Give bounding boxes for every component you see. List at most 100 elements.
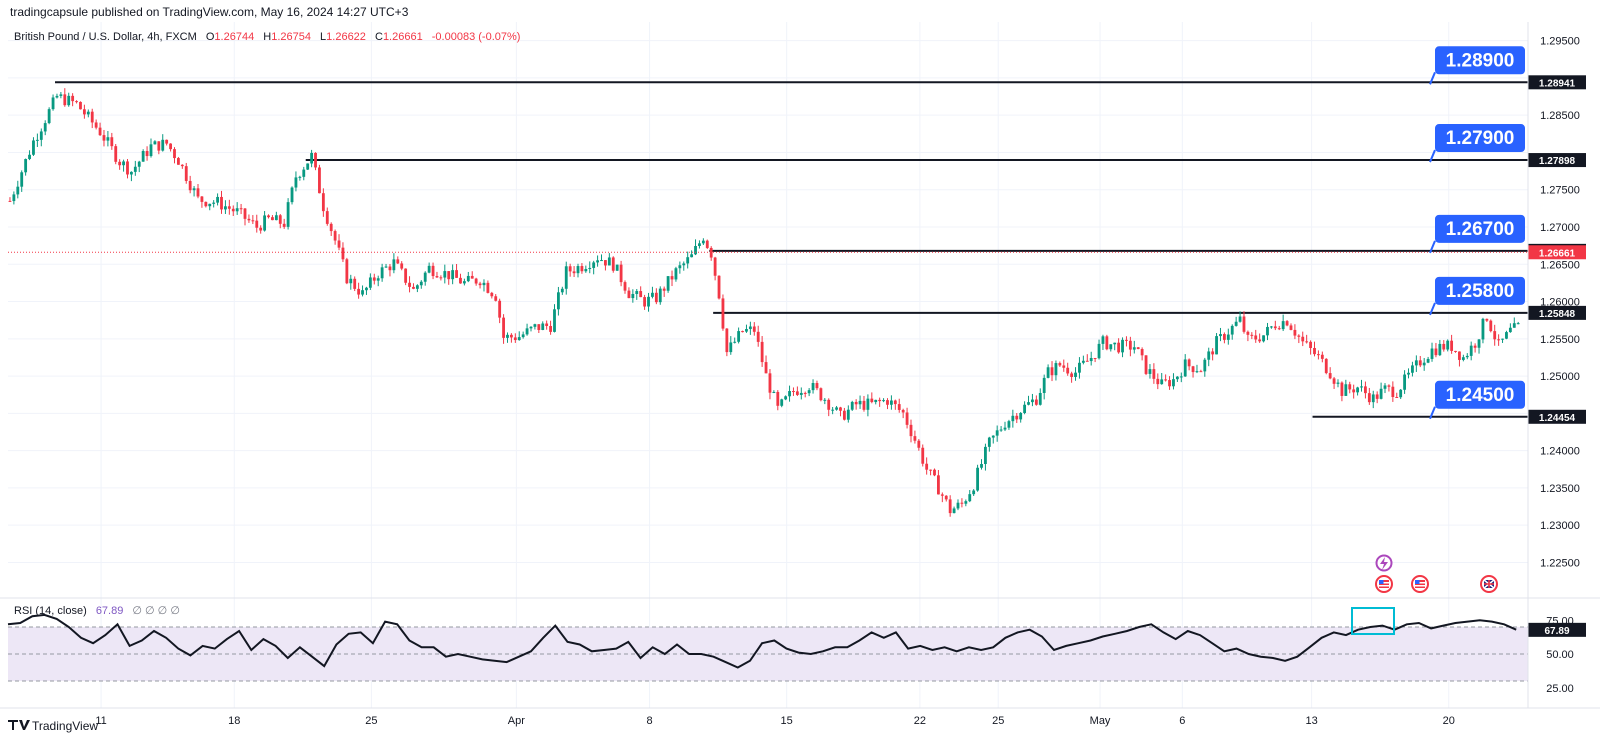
candle-body: [157, 141, 161, 151]
candle-body: [1367, 393, 1371, 403]
time-axis-label: Apr: [508, 715, 525, 727]
candle-body: [674, 268, 678, 280]
candle-body: [807, 390, 811, 394]
candle-body: [1242, 316, 1246, 332]
candle-body: [1215, 336, 1218, 355]
candle-body: [513, 337, 517, 341]
candle-body: [619, 264, 623, 283]
candle-body: [55, 95, 59, 98]
candle-body: [607, 257, 611, 266]
candle-body: [90, 111, 94, 123]
candle-body: [1399, 389, 1403, 398]
candle-body: [709, 247, 713, 258]
candle-body: [1136, 347, 1140, 350]
candle-body: [811, 383, 815, 391]
candle-body: [576, 266, 580, 274]
candle-body: [1473, 345, 1477, 348]
candle-body: [1074, 372, 1077, 377]
us-flag-icon[interactable]: [1375, 575, 1393, 593]
lightning-event-icon[interactable]: [1375, 554, 1393, 572]
candle-body: [282, 223, 286, 227]
symbol-title: British Pound / U.S. Dollar, 4h, FXCM: [14, 31, 197, 43]
candle-body: [419, 281, 423, 286]
candle-body: [1058, 363, 1062, 366]
candle-body: [1505, 332, 1508, 339]
candle-body: [173, 149, 176, 159]
candle-body: [662, 288, 666, 291]
callout-label: 1.25800: [1446, 281, 1515, 302]
callout-pointer: [1429, 71, 1436, 85]
current-price-box: [1528, 245, 1586, 260]
candle-body: [455, 270, 458, 278]
price-tag-box: [1528, 153, 1586, 168]
candle-body: [748, 326, 752, 330]
us-flag-icon[interactable]: [1411, 575, 1429, 593]
candle-body: [1211, 351, 1215, 355]
callout-pointer: [1429, 240, 1436, 254]
candle-body: [368, 277, 372, 288]
level-callout: 1.24500: [1429, 380, 1525, 420]
candle-body: [1477, 339, 1481, 348]
price-tag-box: [1528, 75, 1586, 90]
candle-body: [1238, 316, 1242, 322]
candle-body: [764, 362, 768, 374]
time-axis-label: 25: [992, 715, 1004, 727]
candle-body: [1207, 351, 1211, 360]
candle-body: [498, 300, 502, 318]
candle-body: [827, 399, 831, 410]
candle-body: [239, 208, 243, 210]
candle-body: [553, 309, 556, 332]
candle-body: [423, 272, 427, 282]
candle-body: [952, 508, 956, 514]
candle-body: [294, 177, 298, 188]
candle-body: [1152, 369, 1156, 379]
candle-body: [427, 265, 431, 273]
candle-body: [760, 341, 764, 363]
candle-body: [580, 266, 584, 272]
candle-body: [1469, 345, 1473, 356]
candle-body: [227, 206, 231, 209]
candle-body: [361, 290, 364, 295]
candle-body: [819, 388, 823, 401]
candle-body: [1062, 365, 1066, 368]
candle-body: [842, 410, 846, 420]
candle-body: [1317, 354, 1320, 356]
candle-body: [1027, 402, 1030, 405]
candle-body: [1446, 340, 1450, 350]
candle-body: [1501, 338, 1504, 340]
candle-body: [474, 278, 478, 284]
candle-body: [984, 446, 987, 465]
candle-body: [32, 140, 35, 155]
uk-flag-icon[interactable]: [1480, 575, 1498, 593]
candle-body: [1101, 336, 1105, 344]
candle-body: [71, 95, 75, 102]
rsi-value: 67.89: [96, 605, 124, 617]
candle-body: [772, 391, 776, 393]
candle-body: [329, 223, 333, 232]
candle-body: [415, 285, 419, 289]
candle-body: [129, 171, 133, 175]
candle-body: [1328, 373, 1332, 379]
candle-body: [1038, 393, 1042, 405]
candle-body: [380, 267, 384, 279]
candle-body: [925, 463, 929, 470]
candle-body: [63, 94, 67, 106]
rsi-axis-label: 25.00: [1546, 683, 1574, 695]
current-price-tag: 1.26661: [1528, 245, 1586, 260]
publisher-text: tradingcapsule published on TradingView.…: [10, 5, 409, 19]
candle-body: [960, 502, 964, 504]
levels: [55, 81, 1528, 418]
candle-body: [353, 278, 357, 289]
candle-body: [208, 203, 212, 207]
candle-body: [1465, 355, 1469, 358]
candle-body: [635, 291, 639, 294]
candle-body: [16, 186, 20, 195]
candle-body: [114, 146, 118, 162]
candle-body: [654, 292, 658, 303]
time-axis-label: 18: [228, 715, 240, 727]
candle-body: [1148, 369, 1152, 374]
candle-body: [79, 101, 82, 110]
high-label: H: [263, 31, 271, 43]
candle-body: [549, 325, 552, 332]
candle-body: [47, 109, 51, 124]
